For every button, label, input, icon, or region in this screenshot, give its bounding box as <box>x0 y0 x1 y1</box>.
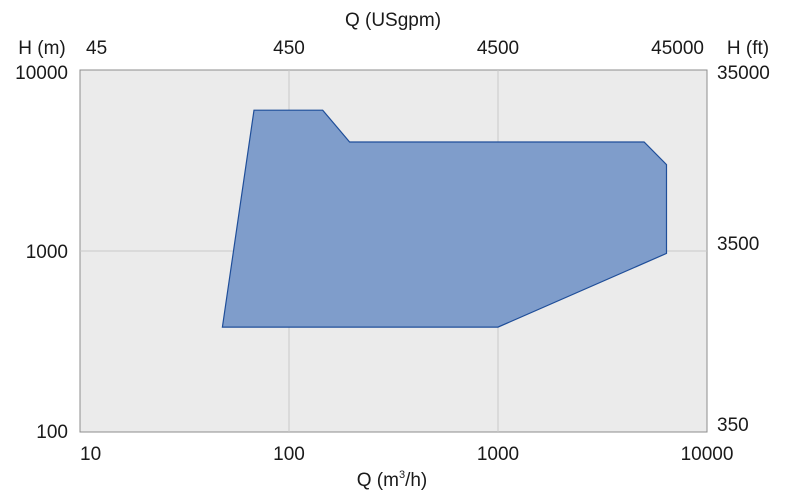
series-area <box>221 109 668 328</box>
x-tick-label-top-0: 45 <box>86 38 107 59</box>
y-tick-label-left-2: 10000 <box>15 63 68 84</box>
bottom-axis-title: Q (m3/h) <box>357 469 428 491</box>
tick-labels: 10 100 1000 10000 45 450 4500 45000 100 1000 10000… <box>15 38 770 465</box>
right-axis-title: H (ft) <box>727 38 769 59</box>
x-tick-label-top-3: 45000 <box>651 38 704 59</box>
bottom-axis-title-prefix: Q (m <box>357 470 399 491</box>
y-tick-label-left-0: 100 <box>36 422 68 443</box>
y-tick-label-right-0: 350 <box>717 415 749 436</box>
bottom-axis-title-sup: 3 <box>399 469 405 481</box>
top-axis-title: Q (USgpm) <box>345 10 441 31</box>
bottom-axis-title-suffix: /h) <box>405 470 427 491</box>
operating-range-area-0 <box>221 109 668 328</box>
left-axis-title: H (m) <box>18 38 65 59</box>
x-tick-label-top-1: 450 <box>273 38 305 59</box>
x-tick-label-bottom-1: 100 <box>273 444 305 465</box>
x-tick-label-bottom-0: 10 <box>80 444 101 465</box>
y-tick-label-right-1: 3500 <box>717 234 759 255</box>
x-tick-label-bottom-2: 1000 <box>477 444 519 465</box>
x-tick-label-top-2: 4500 <box>477 38 519 59</box>
x-tick-label-bottom-3: 10000 <box>681 444 734 465</box>
y-tick-label-right-2: 35000 <box>717 63 770 84</box>
y-tick-label-left-1: 1000 <box>26 242 68 263</box>
